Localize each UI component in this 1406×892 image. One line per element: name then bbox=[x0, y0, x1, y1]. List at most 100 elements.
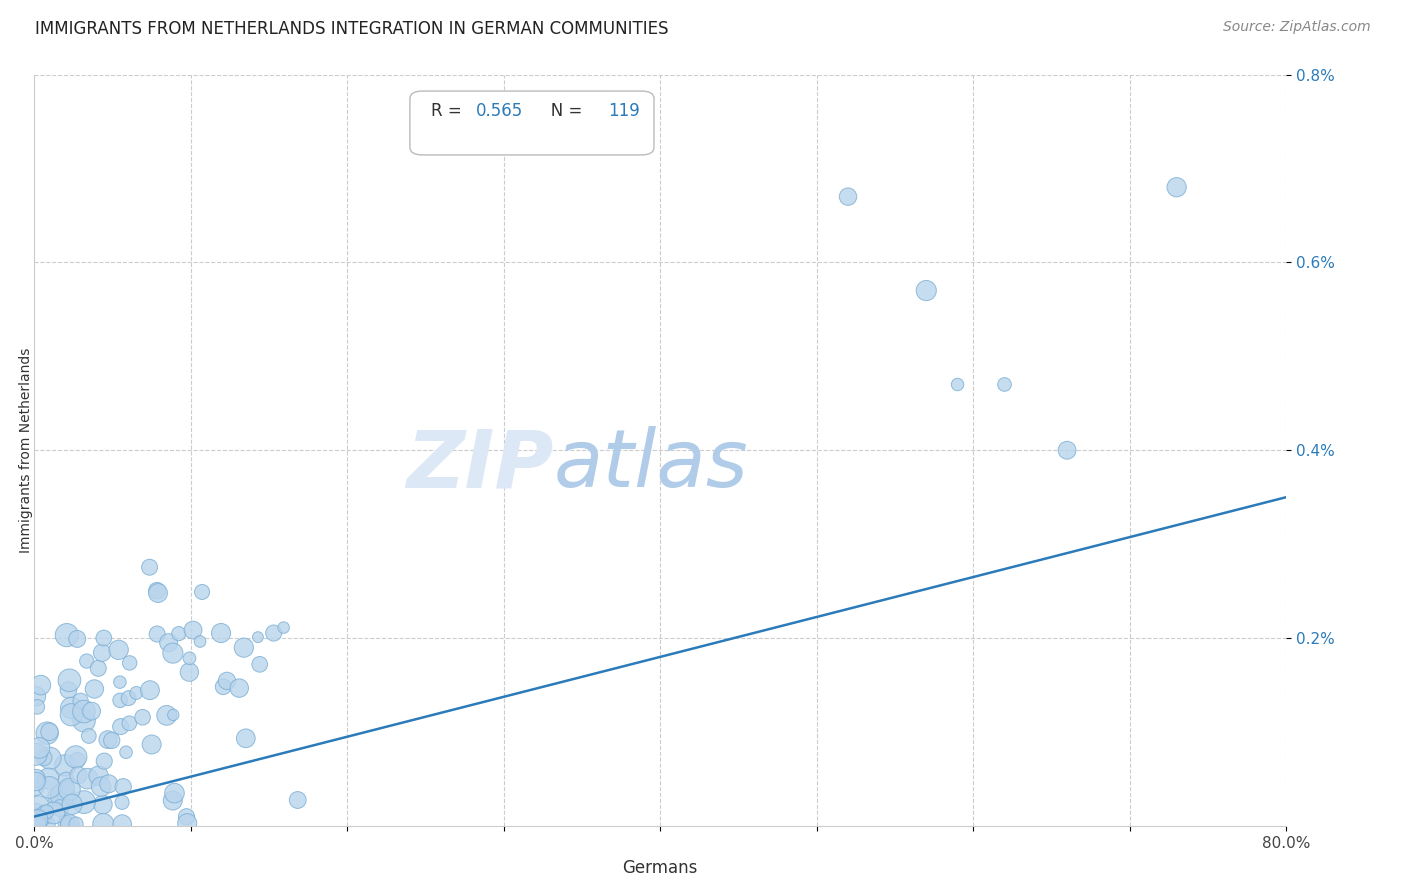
Point bbox=[93, 631, 115, 645]
Point bbox=[37, 726, 59, 740]
Point bbox=[263, 626, 285, 640]
Point bbox=[38, 724, 60, 739]
Point bbox=[30, 678, 52, 692]
Point bbox=[162, 793, 184, 807]
Point bbox=[77, 729, 100, 743]
Point bbox=[115, 745, 138, 759]
Point bbox=[162, 646, 184, 660]
Point bbox=[110, 720, 132, 734]
Point bbox=[107, 643, 129, 657]
Text: R = 0.565    N = 119: R = 0.565 N = 119 bbox=[429, 98, 602, 117]
Point bbox=[39, 751, 62, 765]
Point bbox=[25, 817, 48, 831]
Point bbox=[76, 654, 98, 668]
Point bbox=[146, 583, 169, 598]
Point bbox=[139, 683, 162, 698]
Point bbox=[87, 769, 110, 783]
Point bbox=[118, 716, 141, 731]
Point bbox=[60, 707, 83, 722]
Text: 0.565: 0.565 bbox=[477, 103, 523, 120]
Point bbox=[97, 732, 120, 747]
Point bbox=[25, 747, 48, 762]
Point bbox=[91, 646, 114, 660]
Point bbox=[83, 681, 105, 696]
Point bbox=[65, 817, 87, 831]
Point bbox=[73, 705, 96, 719]
Point bbox=[58, 673, 80, 688]
Point bbox=[118, 656, 141, 670]
Point bbox=[228, 681, 250, 695]
Point bbox=[42, 805, 65, 820]
Point bbox=[32, 810, 55, 824]
Point bbox=[191, 585, 214, 599]
Point bbox=[91, 817, 114, 831]
Point bbox=[837, 189, 859, 203]
Point bbox=[179, 665, 201, 679]
Point bbox=[25, 807, 48, 822]
Point bbox=[34, 805, 56, 820]
Point bbox=[73, 795, 96, 809]
Y-axis label: Immigrants from Netherlands: Immigrants from Netherlands bbox=[20, 348, 34, 553]
Point bbox=[1166, 180, 1188, 194]
Text: Source: ZipAtlas.com: Source: ZipAtlas.com bbox=[1223, 20, 1371, 34]
Point bbox=[235, 731, 257, 746]
Point bbox=[59, 817, 82, 831]
Point bbox=[60, 797, 83, 812]
Point bbox=[188, 634, 211, 648]
Point bbox=[58, 782, 80, 797]
Point bbox=[60, 701, 83, 715]
Point bbox=[25, 774, 48, 789]
Point bbox=[67, 768, 90, 782]
Point bbox=[993, 377, 1015, 392]
Point bbox=[163, 786, 186, 800]
Text: IMMIGRANTS FROM NETHERLANDS INTEGRATION IN GERMAN COMMUNITIES: IMMIGRANTS FROM NETHERLANDS INTEGRATION … bbox=[35, 20, 669, 37]
Point bbox=[97, 777, 120, 791]
Point bbox=[28, 799, 51, 814]
Point bbox=[131, 710, 153, 724]
Point bbox=[246, 630, 269, 644]
Text: R =: R = bbox=[432, 103, 467, 120]
Point bbox=[66, 632, 89, 646]
Point bbox=[167, 626, 190, 640]
Point bbox=[35, 805, 58, 819]
Point bbox=[55, 772, 77, 787]
Point bbox=[209, 626, 232, 640]
Point bbox=[25, 780, 48, 795]
Text: 119: 119 bbox=[607, 103, 640, 120]
Point bbox=[212, 680, 235, 694]
Point bbox=[56, 780, 79, 795]
X-axis label: Germans: Germans bbox=[623, 859, 697, 877]
Point bbox=[53, 758, 76, 772]
Point bbox=[69, 694, 91, 708]
Point bbox=[27, 813, 49, 827]
Point bbox=[176, 816, 198, 830]
Point bbox=[35, 817, 58, 831]
Point bbox=[138, 560, 160, 574]
Point bbox=[65, 750, 87, 764]
Point bbox=[55, 815, 77, 830]
Point bbox=[38, 780, 60, 795]
Point bbox=[25, 772, 48, 786]
Point bbox=[112, 780, 135, 794]
Text: N =: N = bbox=[536, 103, 588, 120]
Point bbox=[232, 640, 254, 655]
Point bbox=[157, 635, 180, 649]
Point bbox=[25, 813, 48, 827]
Point bbox=[117, 691, 139, 706]
Point bbox=[51, 789, 73, 803]
Point bbox=[111, 796, 134, 810]
Point bbox=[49, 801, 72, 815]
Point bbox=[146, 627, 169, 641]
Point bbox=[146, 586, 169, 600]
Point bbox=[87, 661, 110, 675]
Point bbox=[28, 817, 51, 831]
Point bbox=[90, 780, 112, 794]
Point bbox=[28, 740, 51, 755]
Point bbox=[76, 772, 98, 786]
Point bbox=[32, 750, 55, 764]
Point bbox=[176, 810, 198, 824]
Point bbox=[179, 651, 201, 665]
Point bbox=[156, 708, 179, 723]
Point bbox=[73, 714, 96, 728]
Point bbox=[273, 621, 295, 635]
